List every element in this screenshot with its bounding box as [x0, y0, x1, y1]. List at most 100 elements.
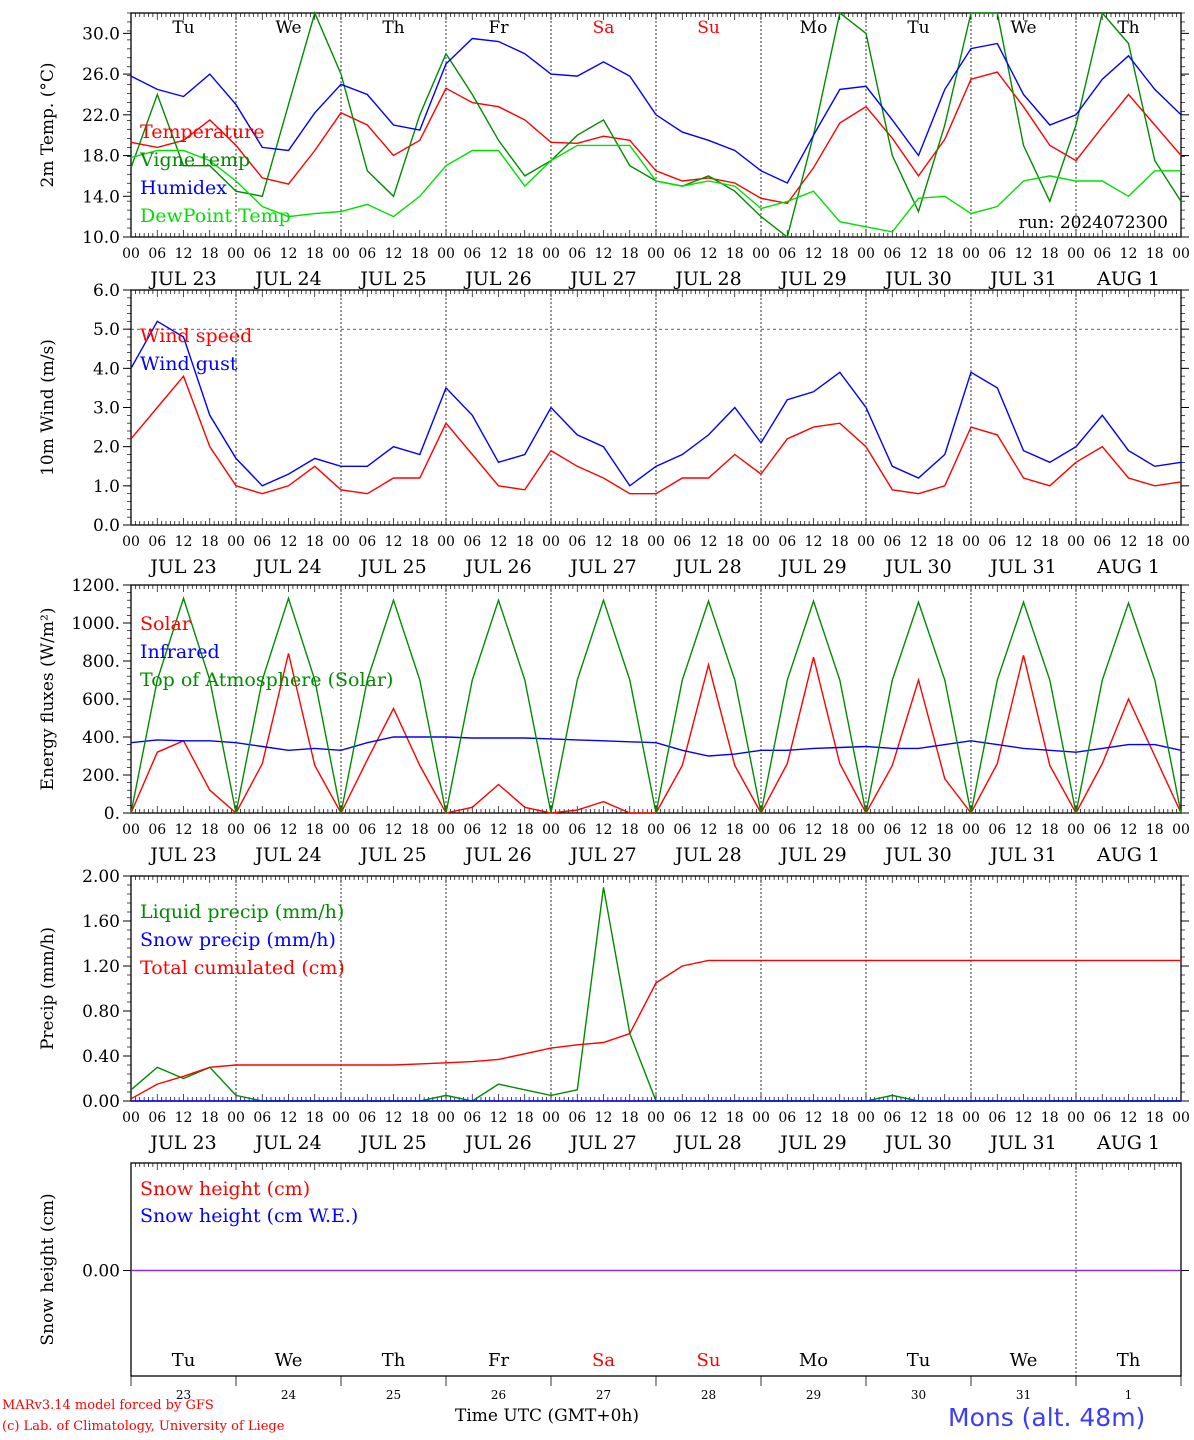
weekday-label: We: [275, 18, 301, 38]
hour-tick-label: 18: [936, 822, 954, 838]
hour-tick-label: 18: [936, 1110, 954, 1126]
hour-tick-label: 00: [542, 1110, 560, 1126]
weekday-label: Tu: [907, 18, 929, 38]
date-label: JUL 31: [988, 268, 1056, 290]
hour-tick-label: 12: [805, 822, 823, 838]
hour-tick-label: 00: [647, 246, 665, 262]
hour-tick-label: 06: [463, 534, 481, 550]
day-number-label: 27: [596, 1388, 611, 1402]
hour-tick-label: 12: [595, 1110, 613, 1126]
hour-tick-label: 18: [1041, 246, 1059, 262]
legend-entry: Wind gust: [140, 353, 238, 375]
hour-tick-label: 06: [1093, 246, 1111, 262]
hour-tick-label: 06: [673, 534, 691, 550]
hour-tick-label: 12: [175, 246, 193, 262]
hour-tick-label: 00: [857, 534, 875, 550]
y-tick-label: 0.40: [82, 1047, 120, 1067]
hour-tick-label: 06: [358, 534, 376, 550]
hour-tick-label: 18: [201, 534, 219, 550]
hour-tick-label: 12: [1120, 1110, 1138, 1126]
y-tick-label: 2.0: [93, 438, 120, 458]
date-label: JUL 24: [253, 844, 321, 866]
hour-tick-label: 06: [883, 534, 901, 550]
hour-tick-label: 06: [463, 1110, 481, 1126]
panel-1: 0.0 1.0 2.0 3.0 4.0 5.0 6.0 10m Wind (m/s) Wind …: [38, 281, 1190, 578]
hour-tick-label: 18: [516, 534, 534, 550]
day-number-label: 25: [386, 1388, 401, 1402]
hour-tick-label: 06: [148, 1110, 166, 1126]
hour-tick-label: 06: [253, 822, 271, 838]
hour-tick-label: 06: [988, 246, 1006, 262]
hour-tick-label: 12: [490, 1110, 508, 1126]
hour-tick-label: 12: [490, 246, 508, 262]
hour-tick-label: 00: [857, 822, 875, 838]
day-number-label: 24: [281, 1388, 297, 1402]
hour-tick-label: 18: [621, 246, 639, 262]
date-label: JUL 26: [463, 844, 531, 866]
hour-tick-label: 18: [1041, 534, 1059, 550]
hour-tick-label: 06: [988, 1110, 1006, 1126]
hour-tick-label: 06: [883, 246, 901, 262]
hour-tick-label: 18: [726, 534, 744, 550]
time-axis-title: Time UTC (GMT+0h): [455, 1406, 640, 1426]
date-label: JUL 29: [778, 844, 846, 866]
hour-tick-label: 18: [411, 534, 429, 550]
y-tick-label: 1.60: [82, 912, 120, 932]
date-label: JUL 25: [358, 1132, 426, 1154]
date-label: JUL 28: [673, 1132, 741, 1154]
legend-entry: Solar: [140, 613, 192, 635]
hour-tick-label: 12: [280, 534, 298, 550]
hour-tick-label: 18: [411, 822, 429, 838]
hour-tick-label: 12: [700, 1110, 718, 1126]
y-tick-label: 14.0: [82, 187, 120, 207]
hour-tick-label: 06: [673, 822, 691, 838]
hour-tick-label: 18: [831, 246, 849, 262]
hour-tick-label: 00: [332, 1110, 350, 1126]
day-number-label: 1: [1125, 1388, 1133, 1402]
hour-tick-label: 12: [595, 534, 613, 550]
y-tick-label: 600.: [82, 690, 120, 710]
date-label: JUL 31: [988, 844, 1056, 866]
hour-tick-label: 00: [1067, 534, 1085, 550]
hour-tick-label: 12: [385, 246, 403, 262]
y-axis-title: Energy fluxes (W/m²): [38, 608, 58, 791]
panel-0: 10.0 14.0 18.0 22.0 26.0 30.0 2m Temp. (°C) Tem…: [38, 10, 1190, 290]
hour-tick-label: 18: [306, 822, 324, 838]
model-credit: MARv3.14 model forced by GFS: [2, 1398, 214, 1413]
hour-tick-label: 12: [910, 534, 928, 550]
hour-tick-label: 18: [1146, 246, 1164, 262]
y-tick-label: 1000.: [71, 614, 120, 634]
hour-tick-label: 00: [647, 1110, 665, 1126]
date-label: JUL 29: [778, 556, 846, 578]
hour-tick-label: 06: [358, 1110, 376, 1126]
hour-tick-label: 06: [568, 1110, 586, 1126]
y-tick-label: 10.0: [82, 228, 120, 248]
date-label: JUL 29: [778, 1132, 846, 1154]
hour-tick-label: 06: [1093, 1110, 1111, 1126]
date-label: JUL 30: [883, 1132, 951, 1154]
y-tick-label: 1200.: [71, 576, 120, 596]
date-label: JUL 28: [673, 844, 741, 866]
lab-credit: (c) Lab. of Climatology, University of L…: [2, 1419, 285, 1434]
hour-tick-label: 06: [148, 534, 166, 550]
legend-entry: Vigne temp: [139, 149, 250, 171]
hour-tick-label: 18: [936, 246, 954, 262]
hour-tick-label: 00: [962, 246, 980, 262]
date-label: JUL 28: [673, 268, 741, 290]
y-tick-label: 0.80: [82, 1002, 120, 1022]
hour-tick-label: 00: [962, 534, 980, 550]
hour-tick-label: 06: [358, 822, 376, 838]
series-line-1: [130, 320, 1182, 487]
hour-tick-label: 06: [988, 822, 1006, 838]
hour-tick-label: 12: [700, 822, 718, 838]
hour-tick-label: 00: [122, 246, 140, 262]
hour-tick-label: 00: [752, 1110, 770, 1126]
hour-tick-label: 00: [1172, 246, 1190, 262]
weekday-label: Tu: [172, 1350, 196, 1371]
hour-tick-label: 18: [306, 1110, 324, 1126]
hour-tick-label: 12: [175, 822, 193, 838]
hour-tick-label: 06: [778, 246, 796, 262]
date-label: JUL 30: [883, 844, 951, 866]
hour-tick-label: 06: [148, 246, 166, 262]
